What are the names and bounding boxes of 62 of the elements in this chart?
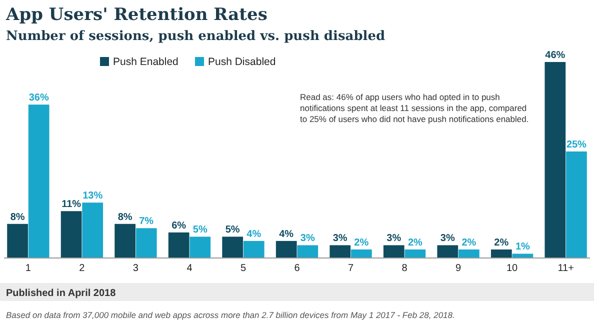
data-label: 2% xyxy=(408,237,423,248)
x-tick-label: 11+ xyxy=(558,263,574,274)
bar xyxy=(82,202,104,258)
data-label: 3% xyxy=(386,233,402,244)
data-label: 46% xyxy=(545,50,566,61)
data-label: 5% xyxy=(225,224,240,236)
x-tick-label: 10 xyxy=(506,263,518,274)
annotation: Read as: 46% of app users who had opted in to push notifications spent at least 11 sessions in the app, compared to 25% of users who did not have push notifications enabled. xyxy=(300,92,529,124)
data-label: 36% xyxy=(28,92,49,104)
bar xyxy=(28,104,50,258)
x-tick-label: 5 xyxy=(240,263,246,274)
x-tick-label: 3 xyxy=(132,263,139,274)
data-label: 3% xyxy=(332,233,348,244)
bar xyxy=(383,245,404,258)
data-label: 5% xyxy=(192,224,208,236)
chart-title: App Users' Retention Rates xyxy=(5,5,268,25)
bar xyxy=(330,245,351,258)
data-label: 8% xyxy=(118,212,132,223)
x-tick-label: 9 xyxy=(456,263,462,274)
bar xyxy=(114,224,136,258)
bar xyxy=(404,249,426,258)
data-label: 6% xyxy=(172,220,186,232)
data-label: 1% xyxy=(515,242,530,253)
data-label: 4% xyxy=(246,228,262,240)
text: Based on data from 37,000 mobile and web apps across more than 2.7 billion devices from May 1 2017 - Feb 28, 2018. xyxy=(6,310,455,320)
chart-subtitle: Number of sessions, push enabled vs. push disabled xyxy=(6,29,386,44)
x-tick-label: 6 xyxy=(294,263,300,274)
x-tick-label: 7 xyxy=(348,263,354,274)
x-tick-label: 1 xyxy=(25,263,32,274)
data-label: 8% xyxy=(10,212,25,223)
legend-label: Push Enabled xyxy=(113,56,179,68)
text: Published in April 2018 xyxy=(6,288,116,299)
bar xyxy=(437,245,458,258)
bar xyxy=(458,249,480,258)
data-label: 4% xyxy=(279,228,294,240)
legend-label: Push Disabled xyxy=(208,56,276,68)
bar xyxy=(60,211,82,258)
bar xyxy=(490,249,512,258)
bar xyxy=(168,232,190,258)
data-label: 3% xyxy=(440,233,455,244)
data-label: 3% xyxy=(300,233,315,244)
bar xyxy=(297,245,318,258)
bar xyxy=(566,151,587,258)
data-label: 13% xyxy=(82,190,103,202)
bar xyxy=(276,240,297,258)
x-tick-label: 8 xyxy=(402,263,408,274)
bar xyxy=(7,224,28,258)
x-tick-label: 4 xyxy=(186,263,193,274)
x-tick-label: 2 xyxy=(79,263,86,274)
bar xyxy=(136,228,157,258)
bar xyxy=(190,236,211,258)
bar xyxy=(350,249,372,258)
bar xyxy=(222,236,244,258)
data-label: 2% xyxy=(354,237,369,248)
data-label: 7% xyxy=(139,216,154,228)
data-label: 2% xyxy=(462,237,476,248)
data-label: 11% xyxy=(62,199,82,210)
data-label: 25% xyxy=(566,139,587,150)
bar xyxy=(243,240,264,258)
bar xyxy=(512,254,534,258)
bar xyxy=(544,62,566,258)
data-label: 2% xyxy=(494,237,509,248)
